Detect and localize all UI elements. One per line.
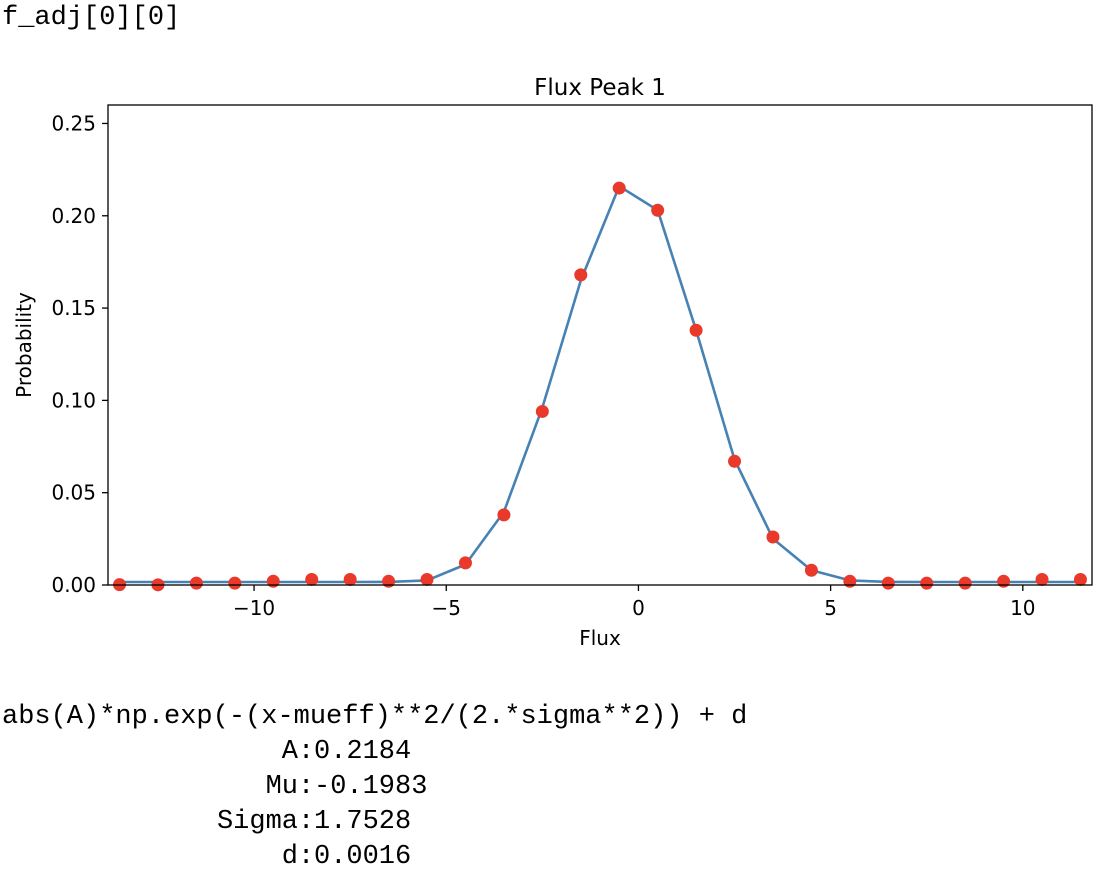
data-point [497,508,511,522]
data-point [574,268,588,282]
data-point [920,576,934,590]
data-point [228,576,242,590]
data-point [958,576,972,590]
y-tick-label: 0.10 [51,388,96,412]
fit-line [119,184,1081,584]
data-point [343,572,357,586]
cell-label: f_adj[0][0] [2,3,181,33]
plot-frame [107,104,1093,586]
fit-param-d: d:0.0016 [2,840,747,875]
x-tick-label: −10 [233,596,275,620]
y-tick-label: 0.05 [51,481,96,505]
fit-param-sigma: Sigma:1.7528 [2,805,747,840]
data-point [881,576,895,590]
data-point [535,404,549,418]
param-value: -0.1983 [314,772,428,802]
data-point [420,572,434,586]
y-tick-label: 0.15 [51,296,96,320]
x-tick-label: 0 [632,596,645,620]
param-name: d [281,842,298,872]
flux-peak-chart: Flux Peak 1 0.00 0.05 0.10 0.15 0.20 0.25 −10 −5… [12,75,1093,650]
data-point [382,574,396,588]
chart-area: Flux Peak 1 0.00 0.05 0.10 0.15 0.20 0.25 −10 −5… [0,60,1098,660]
param-name: Mu [265,772,298,802]
fit-formula: abs(A)*np.exp(-(x-mueff)**2/(2.*sigma**2… [2,702,748,732]
param-name: Sigma [216,807,298,837]
data-point [266,574,280,588]
data-point [997,574,1011,588]
data-point [766,530,780,544]
param-value: 0.2184 [314,737,412,767]
param-value: 1.7528 [314,807,412,837]
data-point [1035,572,1049,586]
x-tick-label: 10 [1010,596,1035,620]
x-axis-label: Flux [579,626,621,650]
y-tick-label: 0.25 [51,111,96,135]
y-tick-label: 0.00 [51,573,96,597]
data-point [189,576,203,590]
data-point [728,454,742,468]
data-point [651,203,665,217]
data-point [612,181,626,195]
x-tick-label: −5 [432,596,461,620]
data-point [689,323,703,337]
fit-param-a: A:0.2184 [2,735,747,770]
y-tick-label: 0.20 [51,204,96,228]
fit-param-mu: Mu:-0.1983 [2,770,747,805]
data-point [804,563,818,577]
data-point [1073,572,1087,586]
chart-title: Flux Peak 1 [534,75,666,101]
y-axis-label: Probability [12,292,36,398]
fit-output: abs(A)*np.exp(-(x-mueff)**2/(2.*sigma**2… [2,700,747,875]
data-point [458,556,472,570]
data-point [843,574,857,588]
param-name: A [281,737,298,767]
data-point [305,572,319,586]
x-tick-label: 5 [824,596,837,620]
param-value: 0.0016 [314,842,412,872]
